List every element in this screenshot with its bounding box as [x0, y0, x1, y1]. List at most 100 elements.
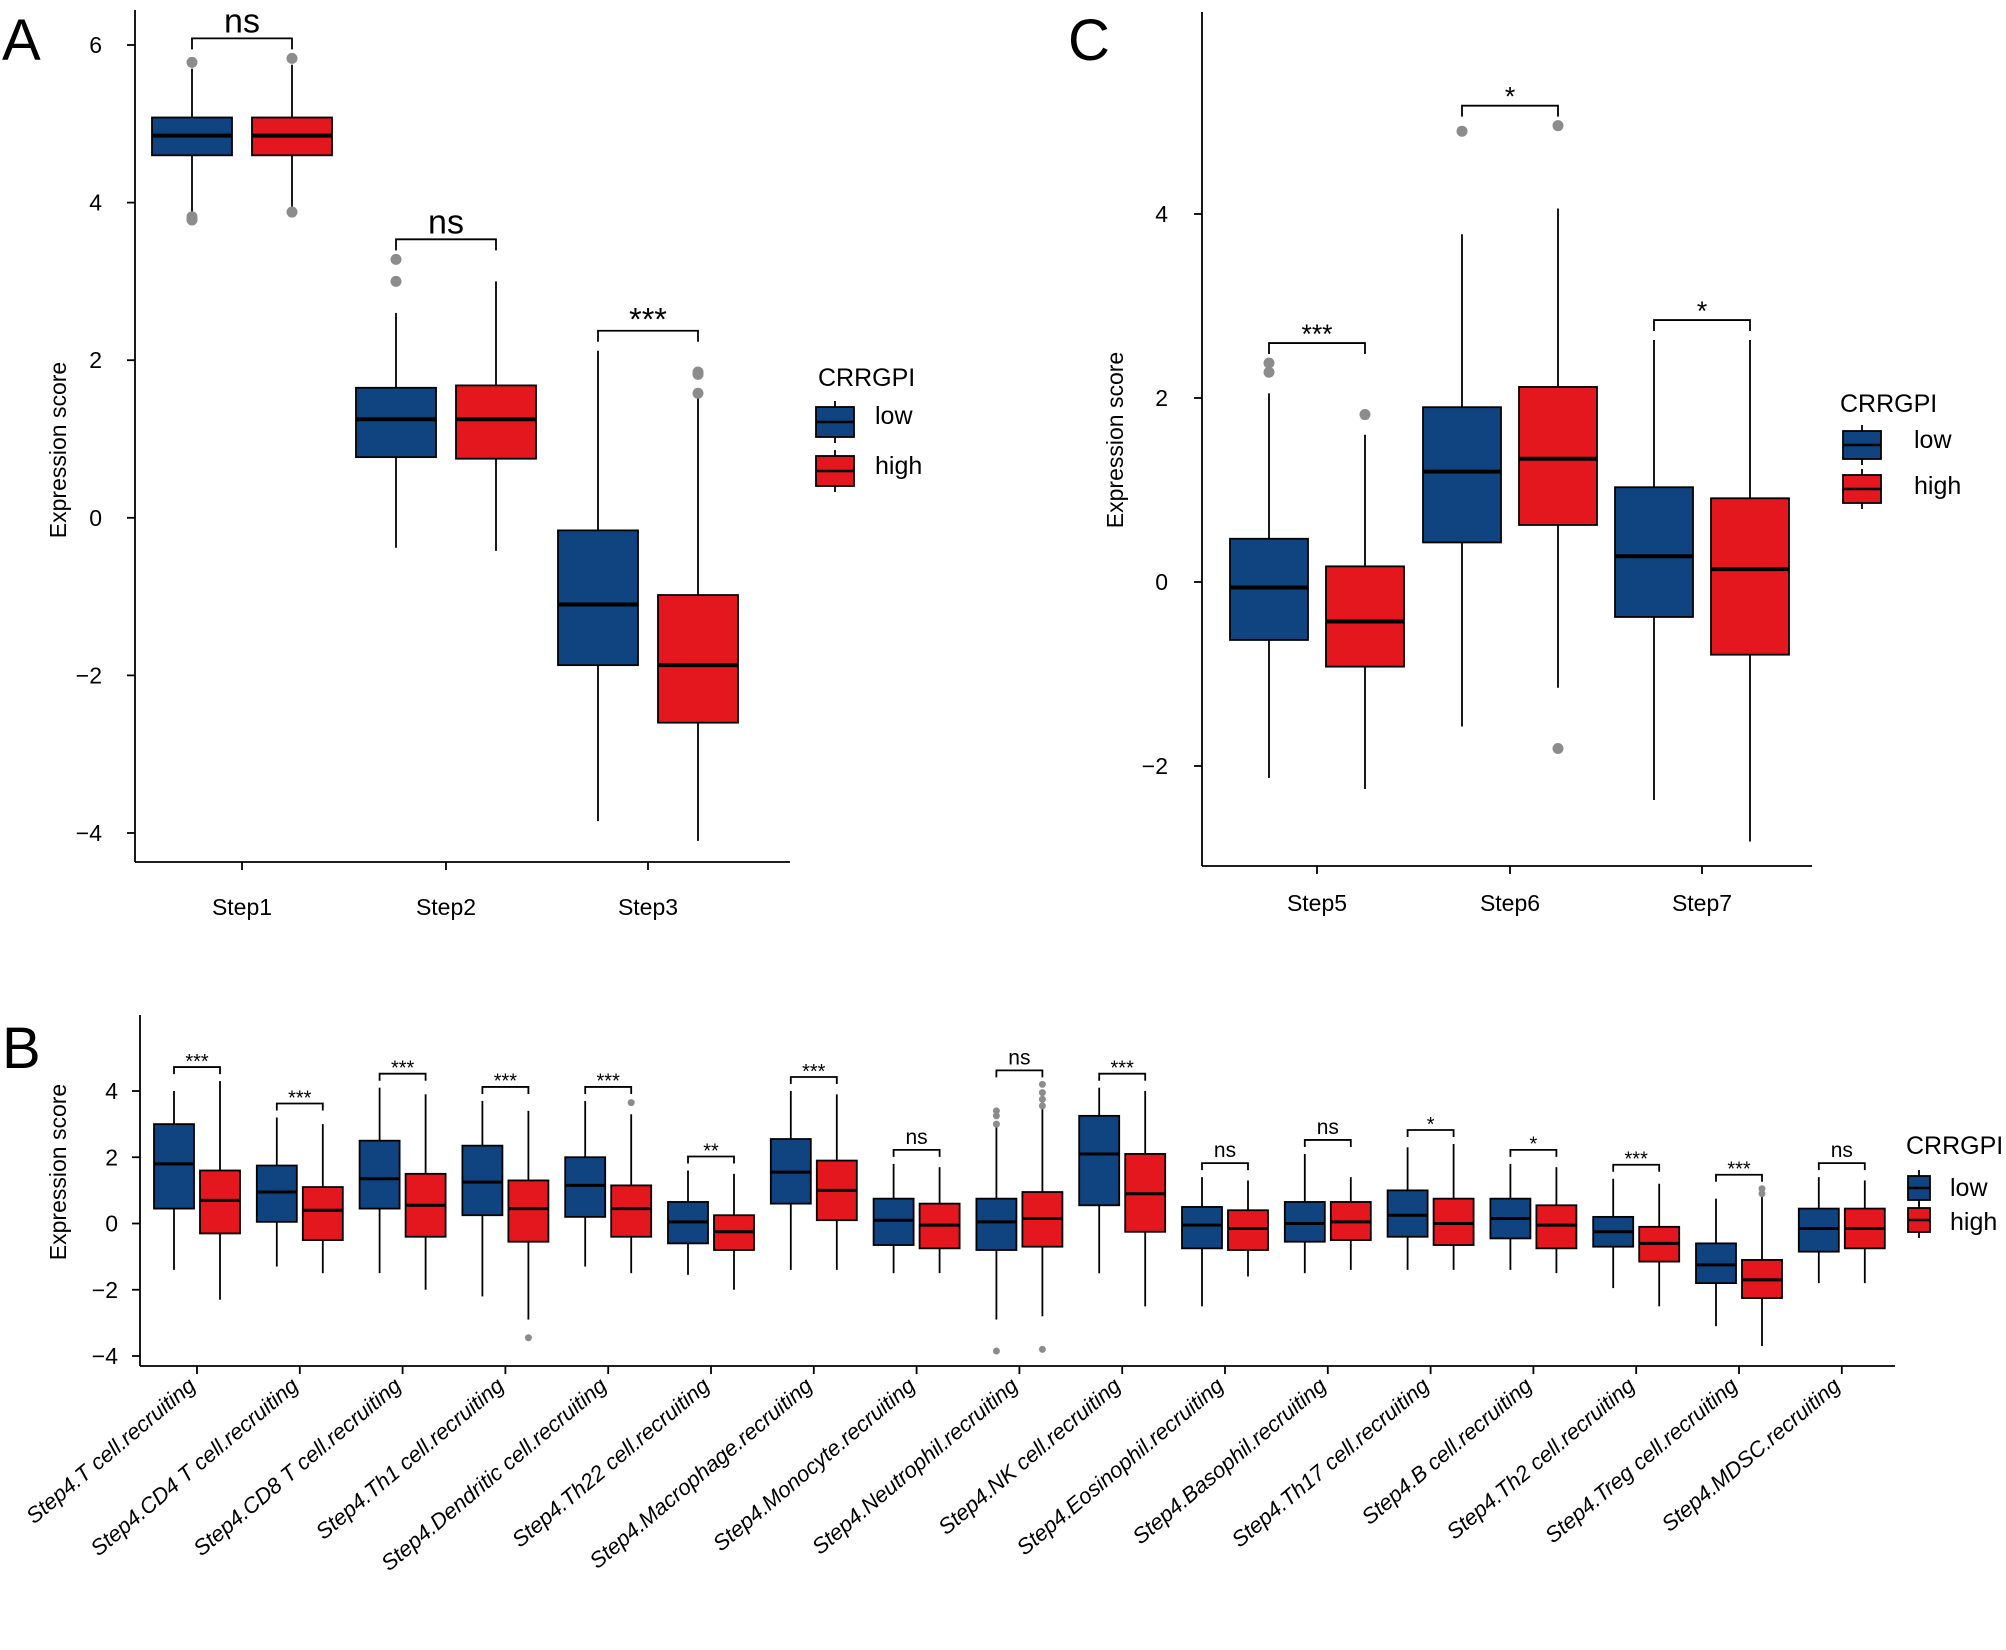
- panel-a-box-low: [355, 386, 437, 459]
- panel-b-sig-bracket: [789, 1076, 838, 1084]
- panel-c-box-low: [1422, 406, 1502, 544]
- panel-b-x-tick-label: Step4.MDSC.recruiting: [1657, 1372, 1846, 1536]
- panel-b-sig-bracket: [1715, 1173, 1763, 1182]
- panel-b-sig-label: ***: [185, 1051, 209, 1073]
- panel-b-sig-label: ns: [1008, 1046, 1030, 1069]
- panel-b-sig-bracket: [995, 1069, 1044, 1078]
- panel-b-sig-label: ns: [906, 1126, 928, 1149]
- panel-a-legend-low: low: [875, 402, 913, 430]
- panel-b-outlier-low: [992, 1347, 1000, 1355]
- panel-b-x-tick-label: Step4.B cell.recruiting: [1357, 1372, 1538, 1529]
- panel-c-outlier-low: [1263, 366, 1275, 378]
- panel-b-x-tick-label: Step4.CD8 T cell.recruiting: [188, 1372, 406, 1561]
- panel-c-x-tick-label: Step7: [1672, 890, 1732, 916]
- panel-b-box-low: [1695, 1242, 1737, 1285]
- panel-a-outlier-high: [692, 368, 704, 380]
- panel-b-sig-bracket: [687, 1155, 735, 1164]
- panel-a-y-tick-label: 0: [89, 505, 102, 531]
- panel-b-outlier-high: [1038, 1089, 1046, 1097]
- panel-b-sig-label: ***: [597, 1071, 621, 1093]
- panel-b-box-low: [872, 1197, 915, 1246]
- panel-b-box-high: [610, 1184, 653, 1238]
- panel-b-sig-label: ***: [494, 1071, 518, 1093]
- panel-c-legend-high: high: [1914, 472, 1961, 500]
- panel-b-box-high: [199, 1169, 241, 1235]
- panel-b-x-tick-label: Step4.T cell.recruiting: [21, 1372, 201, 1528]
- panel-b-outlier-high: [1758, 1185, 1766, 1193]
- panel-b-sig-label: ***: [1625, 1149, 1649, 1171]
- panel-c-outlier-high: [1552, 120, 1564, 132]
- panel-a-y-tick-label: −2: [76, 662, 102, 688]
- panel-a-legend-high: high: [875, 452, 922, 480]
- panel-b-box-low: [1181, 1206, 1223, 1250]
- panel-a-y-tick-label: 4: [89, 190, 102, 216]
- panel-b-outlier-high: [1038, 1345, 1046, 1353]
- panel-b-sig-label: ns: [1831, 1139, 1853, 1162]
- panel-b-x-tick-label: Step4.Th2 cell.recruiting: [1442, 1372, 1640, 1544]
- panel-b-x-tick-label: Step4.Basophil.recruiting: [1128, 1372, 1332, 1549]
- panel-c-legend-title: CRRGPI: [1840, 390, 1937, 418]
- panel-b-outlier-low: [992, 1112, 1000, 1120]
- panel-label-c: C: [1068, 8, 1110, 73]
- panel-b-sig-label: ***: [391, 1057, 415, 1079]
- panel-b-sig-bracket: [1303, 1139, 1352, 1147]
- panel-b-box-low: [1283, 1201, 1326, 1243]
- panel-b-box-high: [301, 1186, 344, 1241]
- panel-c-sig-label: ***: [1301, 319, 1332, 349]
- panel-b-x-tick-label: Step4.Monocyte.recruiting: [708, 1372, 920, 1556]
- panel-b-sig-label: ***: [1727, 1159, 1751, 1181]
- panel-b-sig-label: ***: [1111, 1057, 1135, 1079]
- panel-c-chart: Expression score CRRGPI low high 4 2 0 −2 St…: [1102, 12, 1961, 916]
- panel-b-outlier-low: [992, 1107, 1000, 1115]
- panel-a-outlier-low: [186, 214, 198, 226]
- panel-b-x-tick-label: Step4.Neutrophil.recruiting: [807, 1372, 1023, 1559]
- panel-c-y-title: Expression score: [1102, 352, 1128, 528]
- panel-a-sig-bracket: [395, 238, 497, 251]
- panel-c-outlier-low: [1456, 125, 1468, 137]
- panel-b-sig-label: *: [1427, 1114, 1435, 1136]
- panel-a-y-tick-label: −4: [76, 820, 102, 846]
- panel-b-legend-title: CRRGPI: [1906, 1132, 2003, 1160]
- panel-a-outlier-low: [390, 253, 402, 265]
- panel-b-y-tick-label: 0: [105, 1211, 118, 1237]
- panel-b-sig-bracket: [584, 1086, 633, 1094]
- panel-c-sig-bracket: [1461, 104, 1559, 117]
- panel-b-sig-label: ns: [1214, 1139, 1236, 1162]
- panel-b-box-low: [153, 1123, 195, 1210]
- panel-c-y-tick-label: 2: [1155, 385, 1168, 411]
- panel-a-x-tick-label: Step3: [618, 894, 678, 920]
- panel-b-sig-bracket: [1406, 1129, 1455, 1137]
- panel-b-outlier-high: [1038, 1102, 1046, 1110]
- panel-a-outlier-high: [692, 387, 704, 399]
- panel-b-box-high: [1432, 1197, 1475, 1246]
- panel-a-y-tick-label: 6: [89, 32, 102, 58]
- panel-b-x-tick-label: Step4.Eosinophil.recruiting: [1012, 1372, 1229, 1560]
- panel-c-x-tick-label: Step6: [1480, 890, 1540, 916]
- panel-b-sig-label: ns: [1317, 1116, 1339, 1139]
- panel-b-outlier-high: [1758, 1190, 1766, 1198]
- panel-a-sig-label: ns: [428, 203, 464, 241]
- panel-b-sig-label: *: [1530, 1134, 1538, 1156]
- panel-b-y-tick-label: −2: [92, 1277, 118, 1303]
- panel-b-y-tick-label: −4: [92, 1343, 118, 1369]
- panel-a-chart: Expression score CRRGPI low high 6 4 2 0 −2 −…: [45, 2, 922, 920]
- panel-c-y-tick-label: −2: [1142, 753, 1168, 779]
- panel-c-outlier-high: [1359, 409, 1371, 421]
- panel-b-box-low: [1386, 1189, 1429, 1238]
- panel-b-x-tick-label: Step4.CD4 T cell.recruiting: [86, 1372, 304, 1561]
- panel-c-sig-bracket: [1653, 319, 1751, 332]
- panel-c-y-tick-label: 4: [1155, 201, 1168, 227]
- panel-a-outlier-high: [286, 52, 298, 64]
- panel-a-x-tick-label: Step2: [416, 894, 476, 920]
- panel-b-box-high: [507, 1179, 550, 1243]
- panel-b-outlier-low: [992, 1120, 1000, 1128]
- panel-c-sig-label: *: [1505, 81, 1515, 111]
- panel-b-sig-bracket: [173, 1066, 221, 1075]
- panel-c-legend-low: low: [1914, 426, 1952, 454]
- panel-b-sig-label: ***: [802, 1061, 826, 1083]
- panel-a-outlier-low: [390, 275, 402, 287]
- panel-a-y-title: Expression score: [45, 362, 71, 538]
- panel-c-box-high: [1325, 565, 1405, 668]
- panel-c-x-tick-label: Step5: [1287, 890, 1347, 916]
- panel-a-box-high: [455, 384, 537, 460]
